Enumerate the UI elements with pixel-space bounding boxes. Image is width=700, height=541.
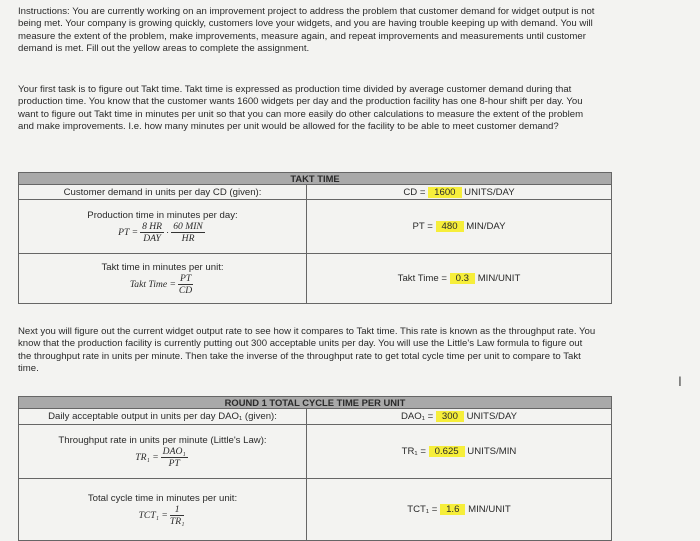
task1-text: Your first task is to figure out Takt ti… — [18, 84, 584, 133]
takt-input[interactable]: 0.3 — [449, 273, 476, 284]
round1-table: ROUND 1 TOTAL CYCLE TIME PER UNIT Daily … — [18, 396, 612, 541]
text-cursor-icon: I — [678, 373, 682, 389]
tr-input[interactable]: 0.625 — [428, 446, 465, 457]
tr-formula: Throughput rate in units per minute (Lit… — [18, 424, 307, 479]
dao-input[interactable]: 300 — [435, 411, 464, 422]
takt-formula: Takt time in minutes per unit: Takt Time… — [18, 253, 307, 304]
task2-text: Next you will figure out the current wid… — [18, 326, 596, 375]
tr-answer: TR₁ = 0.625 UNITS/MIN — [306, 424, 612, 479]
dao-label: Daily acceptable output in units per day… — [18, 408, 307, 425]
cd-label: Customer demand in units per day CD (giv… — [18, 184, 307, 200]
takt-time-table: TAKT TIME Customer demand in units per d… — [18, 172, 612, 304]
pt-input[interactable]: 480 — [435, 221, 464, 232]
takt-answer: Takt Time = 0.3 MIN/UNIT — [306, 253, 612, 304]
tct-formula: Total cycle time in minutes per unit: TC… — [18, 478, 307, 541]
table-title: ROUND 1 TOTAL CYCLE TIME PER UNIT — [18, 396, 612, 409]
pt-answer: PT = 480 MIN/DAY — [306, 199, 612, 254]
instructions-text: Instructions: You are currently working … — [18, 6, 595, 55]
dao-answer: DAO₁ = 300 UNITS/DAY — [306, 408, 612, 425]
tct-answer: TCT₁ = 1.6 MIN/UNIT — [306, 478, 612, 541]
table-title: TAKT TIME — [18, 172, 612, 185]
tct-input[interactable]: 1.6 — [440, 504, 466, 515]
pt-formula: Production time in minutes per day: PT =… — [18, 199, 307, 254]
cd-input[interactable]: 1600 — [428, 186, 462, 198]
cd-answer: CD = 1600 UNITS/DAY — [306, 184, 612, 200]
